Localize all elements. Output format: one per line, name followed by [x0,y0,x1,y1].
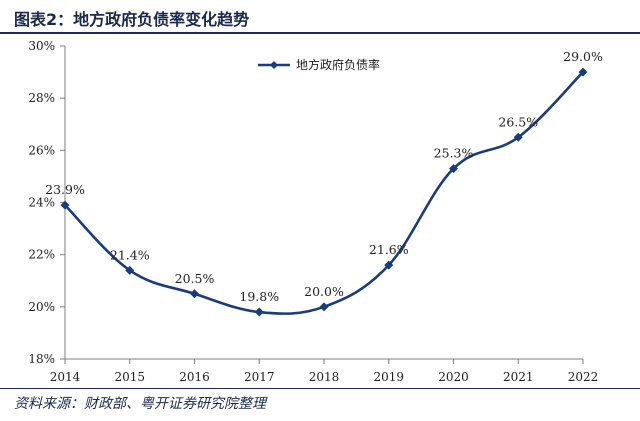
data-label: 20.5% [175,271,215,286]
data-label: 21.4% [110,247,150,262]
y-tick-label: 18% [28,352,55,366]
data-point-marker [319,302,329,312]
y-tick-label: 26% [28,143,55,157]
data-point-marker [513,132,523,142]
y-tick-label: 28% [28,91,55,105]
data-label: 21.6% [369,242,409,257]
x-tick-label: 2021 [503,370,534,384]
x-tick-label: 2020 [438,370,469,384]
y-tick-label: 22% [28,248,55,262]
x-tick-label: 2015 [114,370,145,384]
legend-marker [270,61,278,69]
data-point-marker [60,200,70,210]
data-label: 29.0% [563,49,603,64]
series-markers [60,67,588,317]
y-tick-label: 20% [28,300,55,314]
legend: 地方政府负债率 [258,57,380,72]
y-tick-label: 24% [28,196,55,210]
x-tick-label: 2017 [244,370,275,384]
data-point-marker [190,289,199,299]
data-label: 19.8% [239,289,279,304]
chart-title: 图表2：地方政府负债率变化趋势 [14,10,250,29]
data-label: 25.3% [434,146,474,161]
source-rule [0,388,640,389]
x-tick-label: 2014 [50,370,81,384]
data-labels: 23.9% 21.4% 20.5% 19.8% 20.0% 21.6% 25.3% 26.5%… [45,49,603,304]
data-label: 20.0% [304,284,344,299]
data-point-marker [578,67,588,77]
title-rule [0,32,640,34]
legend-label: 地方政府负债率 [296,57,380,72]
x-tick-label: 2016 [179,370,210,384]
x-tick-label: 2018 [309,370,340,384]
data-point-marker [384,260,394,270]
data-point-marker [449,164,458,174]
series-line [64,71,584,315]
x-tick-label: 2022 [568,370,599,384]
x-tick-label: 2019 [373,370,404,384]
y-tick-label: 30% [28,39,55,53]
data-point-marker [254,307,264,317]
axes: 18% 20% 22% 24% 26% 28% 30% 2014 2015 2016 2017 201… [28,39,598,384]
data-label: 23.9% [45,182,85,197]
data-point-marker [125,265,135,275]
data-label: 26.5% [498,114,538,129]
source-note: 资料来源：财政部、粤开证券研究院整理 [14,396,266,412]
series-lines [64,71,584,315]
